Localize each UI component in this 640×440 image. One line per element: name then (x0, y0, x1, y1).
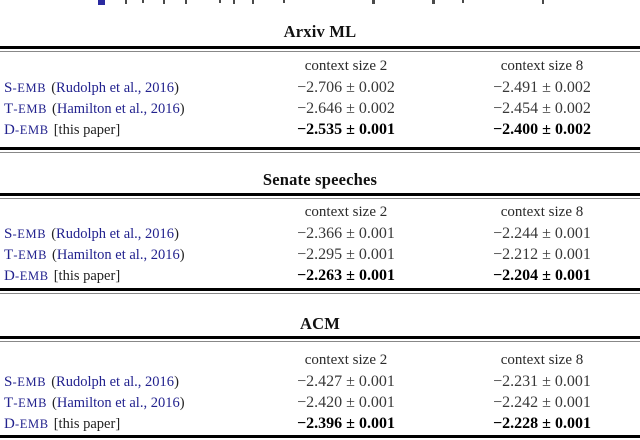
ref-open: ( (52, 395, 57, 411)
table-row-s-emb: S-EMB (Rudolph et al., 2016) −2.427 ± 0.0… (0, 371, 640, 392)
table-row-d-emb: D-EMB [this paper] −2.263 ± 0.001 −2.204 … (0, 265, 640, 286)
header-row: context size 2 context size 8 (0, 350, 640, 371)
ref-open: [ (53, 268, 59, 284)
table-row-d-emb: D-EMB [this paper] −2.396 ± 0.001 −2.228 … (0, 413, 640, 434)
ref-close: ) (179, 395, 185, 411)
value-cell: −2.295 ± 0.001 (297, 246, 395, 263)
table-row-d-emb: D-EMB [this paper] −2.535 ± 0.001 −2.400 … (0, 119, 640, 140)
caption-descender-tick (163, 0, 165, 4)
table-row-t-emb: T-EMB (Hamilton et al., 2016) −2.295 ± 0.… (0, 244, 640, 265)
col-header: context size 2 (304, 58, 388, 74)
double-rule-bottom (0, 147, 640, 153)
value-cell: −2.242 ± 0.001 (493, 394, 591, 411)
caption-descender-tick (233, 0, 235, 4)
citation-link[interactable]: Rudolph et al., 2016 (56, 80, 175, 96)
double-rule-top (0, 336, 640, 342)
caption-descender-tick (252, 0, 254, 4)
caption-descender-tick (542, 0, 544, 4)
caption-descender-tick (185, 0, 187, 4)
table-row-s-emb: S-EMB (Rudolph et al., 2016) −2.366 ± 0.0… (0, 223, 640, 244)
ref-open: ( (52, 247, 57, 263)
citation-link[interactable]: Rudolph et al., 2016 (56, 226, 175, 242)
table-title: ACM (299, 314, 340, 333)
caption-descender-tick (283, 0, 285, 3)
double-rule-bottom (0, 288, 640, 294)
this-paper-label: this paper (58, 268, 116, 284)
value-cell: −2.535 ± 0.001 (297, 121, 395, 138)
citation-link[interactable]: Hamilton et al., 2016 (56, 247, 180, 263)
clipped-caption-strip (0, 0, 640, 6)
col-header: context size 8 (500, 204, 584, 220)
table-title: Arxiv ML (283, 22, 357, 41)
method-label: D-EMB (4, 268, 49, 284)
value-cell: −2.400 ± 0.002 (493, 121, 591, 138)
value-cell: −2.204 ± 0.001 (493, 267, 591, 284)
table-row-t-emb: T-EMB (Hamilton et al., 2016) −2.420 ± 0.… (0, 392, 640, 413)
ref-close: ) (179, 101, 185, 117)
method-label: T-EMB (4, 395, 48, 411)
col-header: context size 8 (500, 352, 584, 368)
citation-link[interactable]: Hamilton et al., 2016 (56, 101, 180, 117)
ref-close: ] (115, 122, 121, 138)
table-row-s-emb: S-EMB (Rudolph et al., 2016) −2.706 ± 0.0… (0, 77, 640, 98)
method-label: S-EMB (4, 80, 47, 96)
value-cell: −2.228 ± 0.001 (493, 415, 591, 432)
method-label: T-EMB (4, 247, 48, 263)
caption-descender-tick (432, 0, 435, 4)
citation-link[interactable]: Hamilton et al., 2016 (56, 395, 180, 411)
caption-descender-tick (98, 0, 105, 5)
ref-close: ] (115, 268, 121, 284)
value-cell: −2.706 ± 0.002 (297, 79, 395, 96)
caption-descender-tick (219, 0, 221, 3)
value-cell: −2.454 ± 0.002 (493, 100, 591, 117)
caption-descender-tick (142, 0, 144, 3)
value-cell: −2.212 ± 0.001 (493, 246, 591, 263)
ref-open: ( (51, 226, 57, 242)
method-label: S-EMB (4, 374, 47, 390)
method-label: D-EMB (4, 122, 49, 138)
double-rule-bottom (0, 435, 640, 440)
value-cell: −2.263 ± 0.001 (297, 267, 395, 284)
ref-open: ( (51, 374, 57, 390)
double-rule-top (0, 46, 640, 52)
header-row: context size 2 context size 8 (0, 56, 640, 77)
ref-open: [ (53, 416, 59, 432)
ref-close: ] (115, 416, 121, 432)
caption-descender-tick (462, 0, 464, 3)
value-cell: −2.420 ± 0.001 (297, 394, 395, 411)
this-paper-label: this paper (58, 122, 116, 138)
method-label: T-EMB (4, 101, 48, 117)
caption-descender-tick (372, 0, 375, 4)
caption-descender-tick (125, 0, 127, 4)
value-cell: −2.244 ± 0.001 (493, 225, 591, 242)
table-row-t-emb: T-EMB (Hamilton et al., 2016) −2.646 ± 0.… (0, 98, 640, 119)
this-paper-label: this paper (58, 416, 116, 432)
ref-open: [ (53, 122, 59, 138)
table-title: Senate speeches (262, 170, 378, 189)
col-header: context size 2 (304, 352, 388, 368)
ref-close: ) (174, 80, 179, 96)
ref-close: ) (174, 226, 179, 242)
method-label: D-EMB (4, 416, 49, 432)
col-header: context size 8 (500, 58, 584, 74)
value-cell: −2.396 ± 0.001 (297, 415, 395, 432)
value-cell: −2.491 ± 0.002 (493, 79, 591, 96)
header-row: context size 2 context size 8 (0, 202, 640, 223)
ref-close: ) (179, 247, 185, 263)
value-cell: −2.366 ± 0.001 (297, 225, 395, 242)
value-cell: −2.646 ± 0.002 (297, 100, 395, 117)
value-cell: −2.231 ± 0.001 (493, 373, 591, 390)
ref-open: ( (51, 80, 57, 96)
ref-open: ( (52, 101, 57, 117)
citation-link[interactable]: Rudolph et al., 2016 (56, 374, 175, 390)
col-header: context size 2 (304, 204, 388, 220)
double-rule-top (0, 193, 640, 199)
method-label: S-EMB (4, 226, 47, 242)
ref-close: ) (174, 374, 179, 390)
value-cell: −2.427 ± 0.001 (297, 373, 395, 390)
